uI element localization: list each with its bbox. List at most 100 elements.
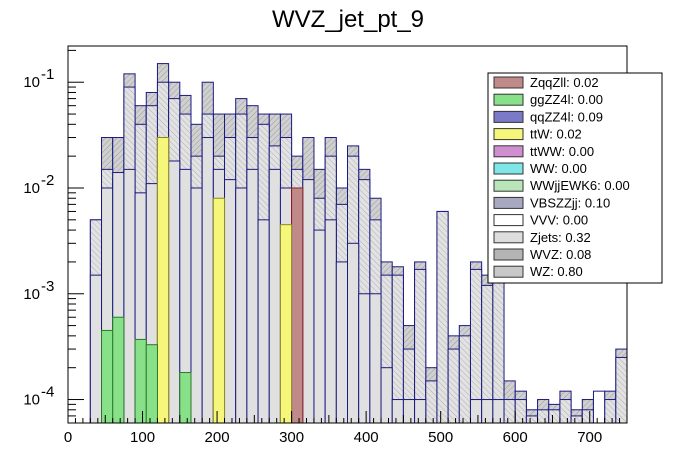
zjets-stack-bin: [347, 242, 360, 423]
legend-label: WVZ: 0.08: [530, 247, 591, 262]
zjets-stack-bin: [89, 274, 103, 423]
ggzz4l-bin: [112, 316, 125, 423]
legend-label: ttW: 0.02: [530, 127, 582, 142]
x-tick-label: 0: [64, 429, 72, 446]
legend-entry-zjets: Zjets: 0.32: [493, 230, 591, 245]
legend-label: ggZZ4l: 0.00: [530, 92, 603, 107]
wvz-stack-bin: [615, 356, 627, 423]
legend-label: qqZZ4l: 0.09: [530, 109, 603, 124]
legend-swatch: [493, 265, 524, 278]
ggzz4l-bin: [101, 329, 114, 423]
legend-label: VBSZZjj: 0.10: [530, 195, 610, 210]
legend-entry-ggzz4l: ggZZ4l: 0.00: [493, 92, 603, 107]
legend-label: ttWW: 0.00: [530, 144, 594, 159]
vvv-bin: [592, 390, 606, 423]
wvz-stack-bin: [604, 399, 617, 423]
legend-swatch: [493, 128, 524, 141]
x-tick-label: 500: [428, 429, 453, 446]
ttw-bin: [212, 197, 226, 423]
legend-label: WW: 0.00: [530, 161, 587, 176]
zjets-stack-bin: [380, 367, 393, 423]
y-tick-exponent: -2: [41, 172, 54, 189]
zjets-stack-bin: [402, 399, 416, 423]
wvz-stack-bin: [537, 409, 550, 423]
wvz-stack-bin: [436, 210, 449, 423]
legend-entry-vvv: VVV: 0.00: [493, 213, 588, 228]
x-tick-label: 100: [130, 429, 155, 446]
legend-entry-vbszzjj: VBSZZjj: 0.10: [493, 195, 610, 210]
zjets-stack-bin: [201, 137, 214, 423]
legend-entry-ttww: ttWW: 0.00: [493, 144, 594, 159]
zjets-stack-bin: [168, 160, 181, 423]
zjets-stack-bin: [324, 219, 337, 423]
y-tick-exponent: -3: [41, 278, 54, 295]
ggzz4l-bin: [134, 338, 147, 423]
zjets-stack-bin: [313, 229, 326, 423]
x-tick-label: 700: [577, 429, 602, 446]
histogram-bars: [89, 63, 627, 423]
wvz-stack-bin: [581, 409, 594, 423]
x-tick-label: 300: [279, 429, 304, 446]
legend-entry-wvz: WVZ: 0.08: [493, 247, 591, 262]
legend-label: Zjets: 0.32: [530, 230, 591, 245]
legend-swatch: [493, 145, 524, 158]
legend-swatch: [493, 231, 524, 244]
wvz-stack-bin: [570, 415, 583, 423]
zjets-stack-bin: [123, 168, 136, 423]
legend-label: ZqqZll: 0.02: [530, 75, 599, 90]
legend-label: WWjjEWK6: 0.00: [530, 178, 630, 193]
legend-entry-wz: WZ: 0.80: [493, 264, 583, 279]
zjets-stack-bin: [358, 293, 371, 423]
wvz-stack-bin: [525, 415, 539, 423]
legend-box: [487, 72, 663, 284]
chart-title: WVZ_jet_pt_9: [272, 6, 424, 33]
zjets-stack-bin: [391, 399, 404, 423]
x-axis: 0 100 200 300 400 500 600 700: [64, 411, 628, 446]
zjets-stack-bin: [369, 293, 382, 423]
y-tick-exponent: -4: [41, 384, 54, 401]
y-tick-label: 10: [23, 392, 40, 409]
wvz-stack-bin: [447, 348, 460, 423]
y-tick-exponent: -1: [41, 66, 54, 83]
zjets-stack-bin: [481, 399, 494, 423]
x-tick-label: 600: [503, 429, 528, 446]
legend-entry-wwjjewk6: WWjjEWK6: 0.00: [493, 178, 630, 193]
wvz-stack-bin: [559, 399, 572, 423]
ttw-bin: [279, 224, 293, 423]
y-tick-label: 10: [23, 286, 40, 303]
zjets-stack-bin: [190, 187, 203, 423]
ttw-bin: [156, 137, 170, 423]
y-tick-label: 10: [23, 180, 40, 197]
legend-label: VVV: 0.00: [530, 213, 588, 228]
zjets-stack-bin: [257, 219, 270, 423]
ggzz4l-bin: [145, 344, 158, 423]
wvz-stack-bin: [458, 335, 471, 423]
legend-swatch: [493, 179, 524, 192]
wvz-stack-bin: [548, 409, 561, 423]
zqqzll-bin: [291, 187, 304, 423]
legend-swatch: [493, 110, 524, 123]
zjets-stack-bin: [414, 399, 427, 423]
legend-entry-ttw: ttW: 0.02: [493, 127, 582, 142]
x-tick-label: 400: [354, 429, 379, 446]
zjets-stack-bin: [235, 187, 248, 423]
ggzz4l-bin: [179, 372, 192, 423]
zjets-stack-bin: [268, 168, 281, 423]
legend-entry-ww: WW: 0.00: [493, 161, 587, 176]
zjets-stack-bin: [224, 179, 237, 423]
zjets-stack-bin: [246, 168, 259, 423]
legend-swatch: [493, 162, 524, 175]
zjets-stack-bin: [302, 179, 315, 423]
legend-swatch: [493, 76, 524, 89]
legend-entry-zqqzll: ZqqZll: 0.02: [493, 75, 599, 90]
y-tick-label: 10: [23, 74, 40, 91]
wvz-stack-bin: [503, 399, 516, 423]
wvz-stack-bin: [514, 399, 527, 423]
legend-swatch: [493, 93, 524, 106]
zjets-stack-bin: [469, 399, 483, 423]
legend-entry-qqzz4l: qqZZ4l: 0.09: [493, 109, 603, 124]
legend: ZqqZll: 0.02 ggZZ4l: 0.00 qqZZ4l: 0.09 ttW:…: [487, 72, 663, 284]
legend-swatch: [493, 248, 524, 261]
legend-swatch: [493, 214, 524, 227]
